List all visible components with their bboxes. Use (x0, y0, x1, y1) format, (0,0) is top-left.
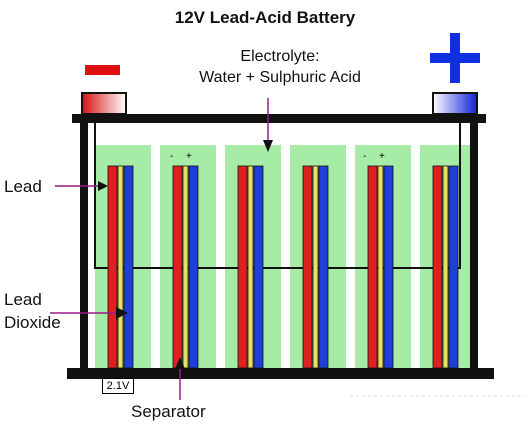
lead-label: Lead (4, 177, 42, 196)
electrolyte-arrow (263, 98, 273, 152)
positive-plate-6 (448, 165, 459, 369)
separator-plate-2 (182, 165, 189, 369)
lead-dioxide-label-line1: Lead (4, 290, 42, 309)
battery-base (67, 368, 494, 379)
positive-plate-2 (188, 165, 199, 369)
cell5-plus-sign: + (379, 151, 385, 162)
positive-plate-4 (318, 165, 329, 369)
separator-plate-1 (117, 165, 124, 369)
cell2-plus-sign: + (186, 151, 192, 162)
cell-voltage-label: 2.1V (102, 378, 134, 394)
positive-plate-3 (253, 165, 264, 369)
positive-plate-1 (123, 165, 134, 369)
plus-symbol-vertical (450, 33, 460, 83)
battery-wall-left (80, 123, 88, 375)
negative-plate-1 (107, 165, 118, 369)
positive-terminal (432, 92, 478, 115)
lead-arrow (55, 181, 108, 191)
separator-arrow (175, 357, 185, 400)
cell2-minus-sign: - (170, 151, 174, 162)
lead-dioxide-arrow (50, 307, 128, 319)
electrolyte-label: Electrolyte: Water + Sulphuric Acid (150, 46, 410, 88)
separator-plate-3 (247, 165, 254, 369)
separator-label: Separator (131, 402, 206, 421)
cells-group (95, 145, 476, 368)
negative-plate-5 (367, 165, 378, 369)
minus-symbol-icon (85, 65, 120, 75)
diagram-title: 12V Lead-Acid Battery (174, 8, 356, 27)
cell5-minus-sign: - (363, 151, 367, 162)
negative-plate-6 (432, 165, 443, 369)
positive-plate-5 (383, 165, 394, 369)
separator-plate-6 (442, 165, 449, 369)
negative-terminal (81, 92, 127, 115)
negative-plate-4 (302, 165, 313, 369)
lead-dioxide-label-line2: Dioxide (4, 313, 61, 332)
battery-wall-right (470, 123, 478, 375)
negative-plate-2 (172, 165, 183, 369)
internal-wire (94, 123, 461, 269)
lead-dioxide-label: Lead Dioxide (4, 288, 61, 334)
battery-lid (72, 114, 486, 123)
plates-group (107, 165, 459, 369)
electrolyte-label-line1: Electrolyte: (240, 48, 320, 65)
separator-plate-4 (312, 165, 319, 369)
electrolyte-label-line2: Water + Sulphuric Acid (199, 69, 361, 86)
negative-plate-3 (237, 165, 248, 369)
separator-plate-5 (377, 165, 384, 369)
